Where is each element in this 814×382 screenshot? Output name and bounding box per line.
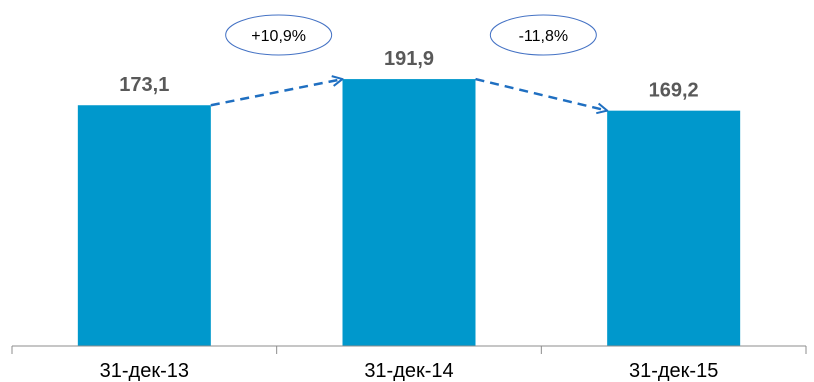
bar-1 xyxy=(77,105,211,346)
value-label-2: 191,9 xyxy=(384,48,434,70)
bars-layer xyxy=(77,79,741,347)
x-axis: 31-дек-13 31-дек-14 31-дек-15 xyxy=(11,345,807,382)
bar-2 xyxy=(342,79,476,347)
change-badge-1 xyxy=(225,14,333,56)
change-arrow-2 xyxy=(475,77,608,111)
bar-3 xyxy=(607,110,741,347)
x-tick-label-2: 31-дек-14 xyxy=(364,360,453,382)
x-tick-label-3: 31-дек-15 xyxy=(629,360,718,382)
change-arrows-layer: +10,9% -11,8% xyxy=(210,14,608,111)
value-labels-layer: 173,1 191,9 169,2 xyxy=(119,48,698,102)
value-label-3: 169,2 xyxy=(649,80,699,102)
change-label-1: +10,9% xyxy=(251,28,306,45)
value-label-1: 173,1 xyxy=(119,74,169,96)
change-badge-2 xyxy=(489,14,597,56)
x-tick-label-1: 31-дек-13 xyxy=(100,360,189,382)
change-label-2: -11,8% xyxy=(519,28,569,45)
change-arrow-1 xyxy=(210,79,343,107)
